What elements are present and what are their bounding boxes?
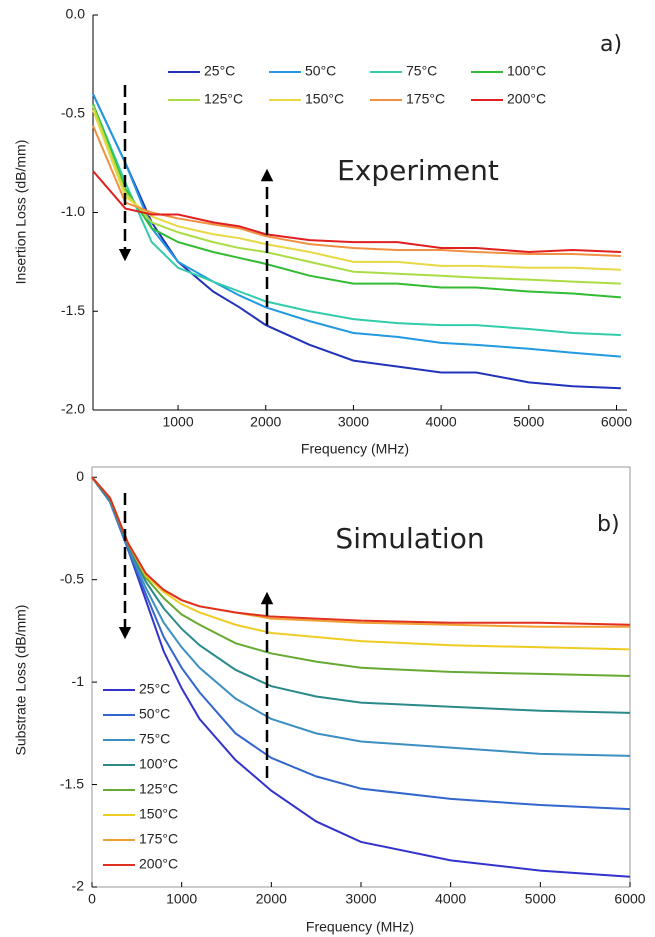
- legend-label: 125°C: [204, 91, 243, 107]
- legend-label: 75°C: [406, 63, 437, 79]
- legend-label: 50°C: [305, 63, 336, 79]
- x-tick-label: 2000: [250, 414, 281, 430]
- series-line: [92, 103, 621, 336]
- legend-label: 75°C: [139, 731, 170, 747]
- x-tick-label: 2000: [256, 891, 287, 907]
- annotation: Experiment: [337, 154, 499, 187]
- y-tick-label: -1: [72, 673, 85, 689]
- x-tick-label: 5000: [513, 414, 544, 430]
- legend-label: 200°C: [507, 91, 546, 107]
- x-tick-label: 1000: [166, 891, 197, 907]
- x-tick-label: 3000: [338, 414, 369, 430]
- y-tick-label: 0: [76, 468, 84, 484]
- series-line: [92, 93, 621, 390]
- x-tick-label: 4000: [426, 414, 457, 430]
- annotation: b): [597, 512, 620, 537]
- series-line: [91, 476, 631, 677]
- legend-label: 125°C: [139, 781, 178, 797]
- series-line: [91, 476, 631, 757]
- x-axis-title: Frequency (MHz): [306, 919, 414, 935]
- y-tick-label: -0.5: [60, 570, 84, 586]
- legend-label: 200°C: [139, 856, 178, 872]
- y-tick-label: -2: [72, 878, 85, 894]
- x-tick-label: 4000: [435, 891, 466, 907]
- x-tick-label: 6000: [601, 414, 632, 430]
- legend-label: 100°C: [139, 756, 178, 772]
- y-tick-label: 0.0: [66, 6, 86, 22]
- legend-label: 100°C: [507, 63, 546, 79]
- arrows: [118, 85, 274, 778]
- x-axis-title: Frequency (MHz): [301, 441, 409, 457]
- annotation: a): [600, 32, 622, 57]
- legend-label: 50°C: [139, 706, 170, 722]
- series-line: [92, 125, 621, 257]
- series-line: [92, 103, 621, 299]
- y-axis-title: Substrate Loss (dB/mm): [13, 605, 29, 756]
- legend-label: 25°C: [204, 63, 235, 79]
- x-tick-label: 3000: [345, 891, 376, 907]
- legend-label: 175°C: [139, 831, 178, 847]
- legend-label: 150°C: [305, 91, 344, 107]
- legend-label: 175°C: [406, 91, 445, 107]
- series-line: [91, 476, 631, 714]
- y-tick-label: -2.0: [61, 401, 85, 417]
- y-tick-label: -1.0: [61, 203, 85, 219]
- y-tick-label: -0.5: [61, 104, 85, 120]
- y-axis-title: Insertion Loss (dB/mm): [13, 140, 29, 285]
- legend-label: 150°C: [139, 806, 178, 822]
- y-tick-label: -1.5: [61, 302, 85, 318]
- series-line: [91, 476, 631, 626]
- x-tick-label: 5000: [525, 891, 556, 907]
- series-line: [92, 93, 621, 358]
- series-line: [92, 105, 621, 285]
- x-tick-label: 6000: [614, 891, 645, 907]
- y-tick-label: -1.5: [60, 775, 84, 791]
- series-line: [92, 170, 621, 254]
- series-line: [92, 109, 621, 271]
- legend-label: 25°C: [139, 681, 170, 697]
- x-tick-label: 1000: [162, 414, 193, 430]
- x-tick-label: 0: [88, 891, 96, 907]
- annotation: Simulation: [335, 522, 484, 555]
- series-line: [91, 476, 631, 811]
